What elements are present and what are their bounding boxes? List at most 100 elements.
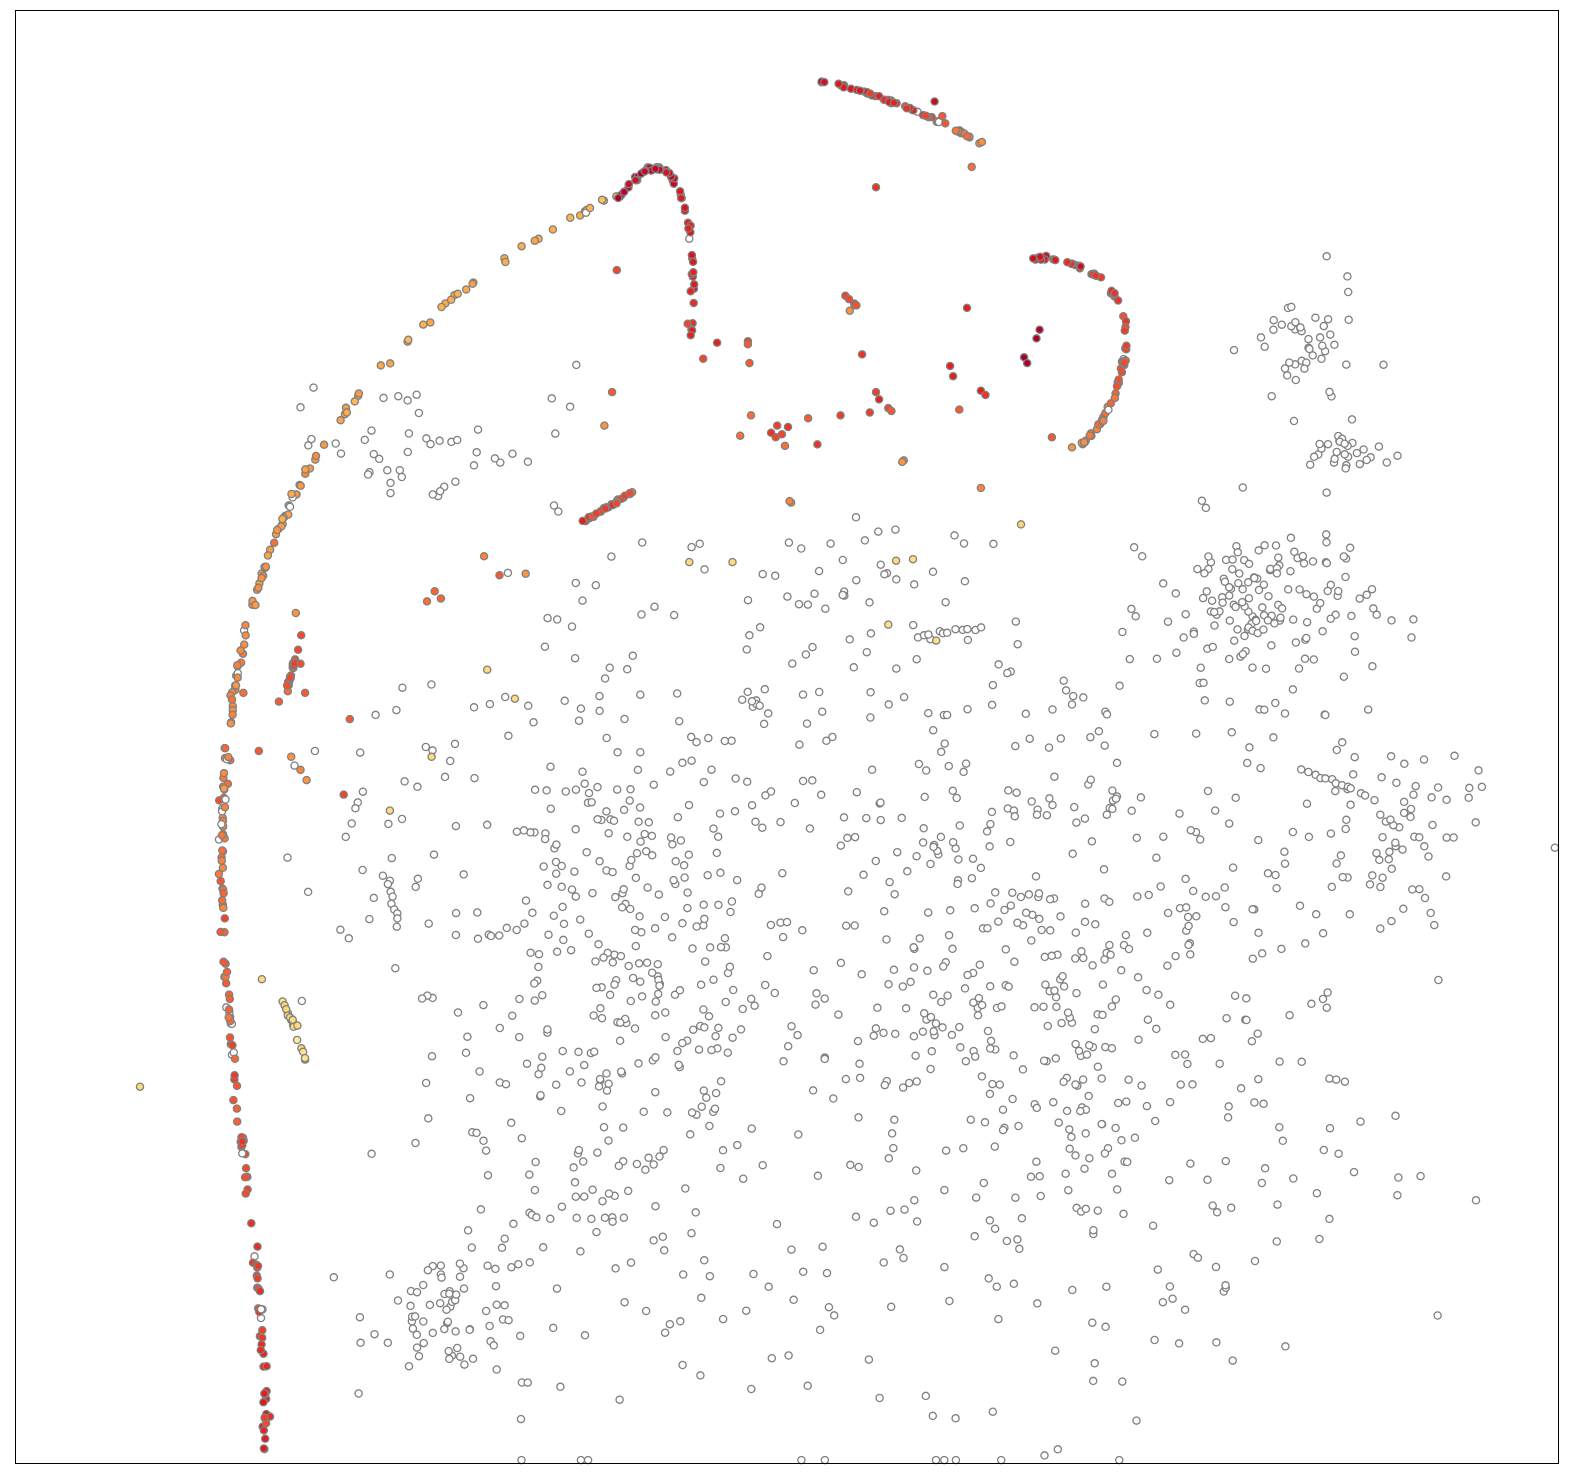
data-point-left-lower-mass bbox=[602, 1069, 611, 1078]
data-point-right-lower-mass bbox=[1206, 1033, 1216, 1043]
data-point-big-arc bbox=[247, 1218, 256, 1228]
data-point-right-top-tail bbox=[1305, 460, 1315, 469]
data-point-right-lower-mass bbox=[1406, 804, 1416, 814]
data-point-colored bbox=[938, 111, 947, 121]
data-point-right-top-blob bbox=[1318, 341, 1327, 350]
data-point-chain-left bbox=[388, 892, 397, 901]
data-point-seg-mid bbox=[601, 504, 610, 513]
data-point-left-lower-mass bbox=[612, 785, 622, 794]
data-point-right-upper-blob bbox=[1179, 633, 1188, 642]
data-point-right-lower-mass bbox=[1393, 1190, 1402, 1200]
data-point-left-lower-mass bbox=[538, 1243, 548, 1252]
data-point-right-upper-blob bbox=[1341, 572, 1350, 582]
data-point-right-mid-arm bbox=[1392, 778, 1401, 788]
data-point-right-lower-mass bbox=[1165, 1282, 1175, 1291]
data-point-left-lower-mass bbox=[660, 1328, 670, 1337]
data-point-upper-left-scatter bbox=[547, 394, 557, 403]
data-point-right-lower-mass bbox=[1143, 928, 1152, 938]
data-point-right-upper-blob bbox=[1286, 566, 1295, 576]
data-point-right-lower-mass bbox=[1212, 1208, 1222, 1217]
data-point-right-lower-mass bbox=[665, 1319, 675, 1329]
data-point-left-lower-mass bbox=[778, 932, 788, 942]
data-point-right-lower-mass bbox=[1224, 819, 1234, 828]
data-point-left-lower-mass bbox=[712, 848, 722, 858]
data-point-left-lower-mass bbox=[707, 1045, 716, 1055]
data-point-left-lower-mass bbox=[623, 832, 632, 842]
data-point-right-upper-blob bbox=[1248, 663, 1257, 672]
data-point-left-lower-mass bbox=[576, 1455, 586, 1465]
data-point-left-lower-mass bbox=[486, 931, 496, 941]
data-point-right-mid-arm bbox=[1280, 859, 1290, 868]
data-point-right-lower-mass bbox=[961, 759, 971, 768]
data-point-left-lower-mass bbox=[578, 1157, 588, 1166]
data-point-right-upper-blob bbox=[1202, 587, 1212, 596]
data-point-right-upper-blob bbox=[1260, 705, 1269, 714]
data-point-upper-left-scatter bbox=[336, 449, 346, 458]
data-point-upper-left-scatter bbox=[435, 436, 444, 446]
data-point-right-lower-mass bbox=[998, 1105, 1008, 1114]
data-point-right-lower-mass bbox=[968, 854, 978, 863]
data-point-left-lower-foot bbox=[442, 1305, 451, 1314]
data-point-right-mid-arm bbox=[1332, 745, 1342, 755]
data-point-right-lower-mass bbox=[1318, 929, 1328, 938]
data-point-left-lower-mass bbox=[451, 930, 461, 940]
data-point-left-lower-foot bbox=[419, 1317, 428, 1326]
data-point-right-lower-mass bbox=[1295, 901, 1305, 911]
data-point-arc-top-right bbox=[631, 175, 640, 185]
data-point-left-lower-mass bbox=[684, 850, 694, 860]
data-point-left-lower-mass bbox=[705, 943, 715, 952]
data-point-right-lower-mass bbox=[900, 1205, 909, 1214]
data-point-right-upper-blob bbox=[1298, 551, 1308, 561]
data-point-big-arc bbox=[437, 302, 446, 312]
data-point-right-lower-mass bbox=[1061, 1169, 1070, 1178]
data-point-right-lower-mass bbox=[955, 1022, 964, 1032]
data-point-arc-right bbox=[1085, 431, 1095, 440]
data-point-big-arc bbox=[278, 514, 287, 524]
data-point-left-lower-foot bbox=[451, 1290, 461, 1299]
data-point-left-lower-mass bbox=[751, 817, 760, 827]
data-point-big-arc bbox=[530, 236, 540, 245]
data-point-right-lower-mass bbox=[1165, 1000, 1175, 1010]
data-point-right-lower-mass bbox=[879, 907, 889, 916]
data-point-right-upper-blob bbox=[1315, 598, 1325, 608]
data-point-left-lower-mass bbox=[697, 1293, 706, 1303]
data-point-right-lower-mass bbox=[730, 807, 740, 816]
data-point-right-upper-blob bbox=[1233, 548, 1243, 557]
data-point-right-lower-mass bbox=[1040, 952, 1050, 962]
data-point-arc-upper bbox=[855, 86, 865, 95]
data-point-mid-scatter bbox=[892, 575, 901, 584]
data-point-colored bbox=[712, 338, 722, 347]
data-point-left-lower-mass bbox=[700, 957, 710, 966]
data-point-right-lower-mass bbox=[940, 1185, 949, 1195]
data-point-right-lower-mass bbox=[871, 1024, 881, 1033]
data-point-right-lower-mass bbox=[1025, 734, 1034, 743]
data-point-right-lower-mass bbox=[1195, 835, 1205, 844]
data-point-right-lower-mass bbox=[1136, 793, 1146, 802]
data-point-upper-left-scatter bbox=[549, 501, 559, 510]
data-point-left-lower-mass bbox=[718, 1314, 728, 1324]
data-point-left-lower-mass bbox=[688, 944, 697, 953]
data-point-right-lower-mass bbox=[1297, 1057, 1306, 1067]
data-point-left-lower-mass bbox=[567, 622, 577, 631]
data-point-colored bbox=[931, 636, 941, 645]
data-point-right-lower-mass bbox=[1220, 883, 1229, 892]
data-point-left-lower-mass bbox=[746, 994, 756, 1004]
data-point-left-lower-foot bbox=[500, 1301, 509, 1310]
data-point-right-lower-mass bbox=[952, 793, 961, 803]
data-point-right-lower-mass bbox=[940, 1455, 949, 1465]
data-point-mid-scatter bbox=[849, 663, 859, 672]
data-point-colored bbox=[300, 688, 310, 698]
data-point-left-lower-mass bbox=[634, 959, 644, 968]
data-point-right-lower-mass bbox=[797, 1455, 806, 1465]
data-point-left-lower-mass bbox=[578, 767, 587, 776]
data-point-right-lower-mass bbox=[1331, 1075, 1341, 1084]
data-point-left-lower-mass bbox=[421, 1078, 431, 1088]
data-point-arc-top-right bbox=[624, 179, 634, 189]
data-point-right-mid-arm bbox=[1415, 884, 1424, 894]
data-point-left-lower-mass bbox=[692, 922, 701, 931]
data-point-left-lower-foot bbox=[355, 1312, 365, 1322]
data-point-right-upper-blob bbox=[1260, 541, 1269, 550]
data-point-big-arc bbox=[224, 1013, 233, 1022]
data-point-mid-scatter bbox=[941, 597, 950, 607]
data-point-left-lower-mass bbox=[805, 824, 815, 833]
